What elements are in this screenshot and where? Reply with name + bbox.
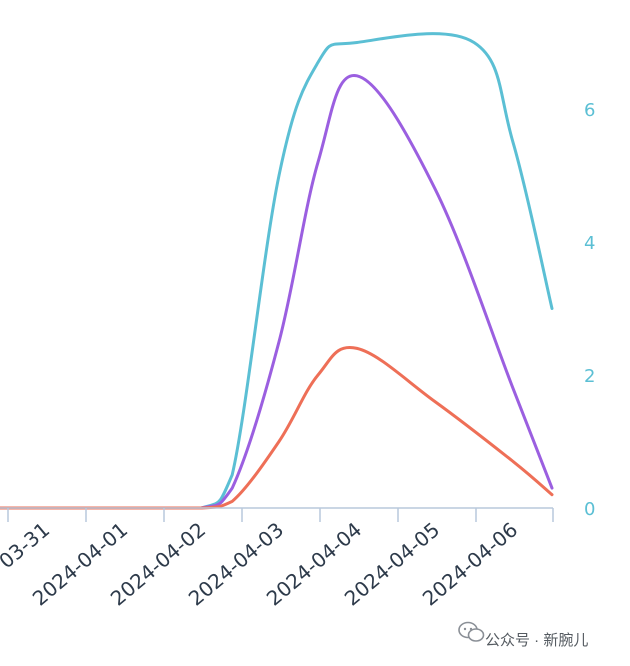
series-layer xyxy=(0,32,554,510)
y-tick-label: 0 xyxy=(584,499,595,520)
watermark-text: 公众号 · 新腕儿 xyxy=(485,632,588,649)
wechat-logo-icon xyxy=(458,621,485,642)
watermark: 公众号 · 新腕儿 xyxy=(458,621,588,649)
y-axis-ticks: 0 2 4 6 xyxy=(584,100,595,520)
y-tick-label: 2 xyxy=(584,366,595,387)
y-tick-label: 4 xyxy=(584,233,595,254)
series-line-2 xyxy=(0,74,554,510)
y-tick-label: 6 xyxy=(584,100,595,121)
series-line-3 xyxy=(0,345,554,510)
x-tick-label: 03-31 xyxy=(0,517,54,573)
x-axis-ticks: 03-312024-04-012024-04-022024-04-032024-… xyxy=(0,508,554,611)
